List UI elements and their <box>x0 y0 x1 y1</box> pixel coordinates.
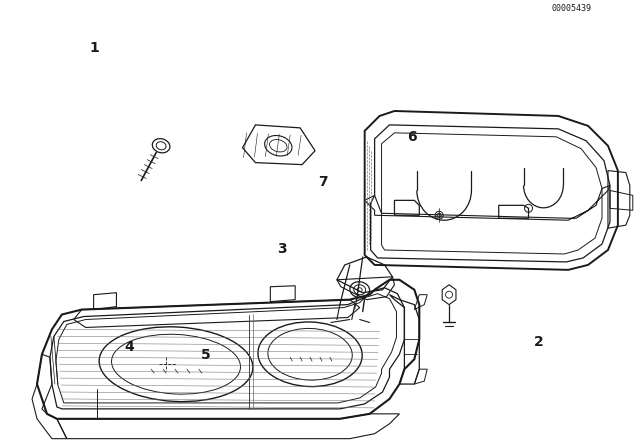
Text: 4: 4 <box>124 340 134 353</box>
Text: 3: 3 <box>277 241 287 256</box>
Text: 6: 6 <box>407 130 417 144</box>
Text: 1: 1 <box>90 42 99 56</box>
Text: 7: 7 <box>318 175 328 189</box>
Text: 5: 5 <box>201 349 211 362</box>
Text: 00005439: 00005439 <box>551 4 591 13</box>
Text: 2: 2 <box>534 335 544 349</box>
